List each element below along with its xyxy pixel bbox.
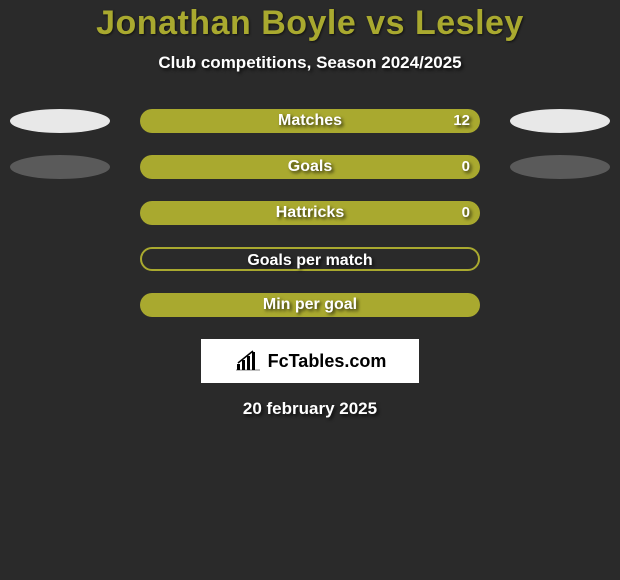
stat-bar: Goals 0 xyxy=(140,155,480,179)
right-avatar-placeholder xyxy=(510,155,610,179)
stat-label: Hattricks xyxy=(140,201,480,225)
snapshot-date: 20 february 2025 xyxy=(0,399,620,419)
page-title: Jonathan Boyle vs Lesley xyxy=(0,4,620,43)
source-logo-box: FcTables.com xyxy=(201,339,419,383)
stat-row-min-per-goal: Min per goal xyxy=(0,293,620,317)
stat-row-hattricks: Hattricks 0 xyxy=(0,201,620,225)
page-subtitle: Club competitions, Season 2024/2025 xyxy=(0,53,620,73)
bar-chart-icon xyxy=(234,350,262,372)
right-avatar-placeholder xyxy=(510,109,610,133)
stat-bar: Min per goal xyxy=(140,293,480,317)
stat-row-goals-per-match: Goals per match xyxy=(0,247,620,271)
comparison-infographic: Jonathan Boyle vs Lesley Club competitio… xyxy=(0,0,620,580)
stat-rows: Matches 12 Goals 0 Hattricks 0 Goals per… xyxy=(0,109,620,317)
stat-bar: Matches 12 xyxy=(140,109,480,133)
stat-bar: Goals per match xyxy=(140,247,480,271)
source-logo-text: FcTables.com xyxy=(268,351,387,372)
stat-row-goals: Goals 0 xyxy=(0,155,620,179)
stat-value-right: 0 xyxy=(462,201,470,225)
stat-value-right: 0 xyxy=(462,155,470,179)
stat-label: Matches xyxy=(140,109,480,133)
stat-label: Min per goal xyxy=(140,293,480,317)
stat-row-matches: Matches 12 xyxy=(0,109,620,133)
stat-bar: Hattricks 0 xyxy=(140,201,480,225)
stat-label: Goals xyxy=(140,155,480,179)
left-avatar-placeholder xyxy=(10,109,110,133)
left-avatar-placeholder xyxy=(10,155,110,179)
stat-value-right: 12 xyxy=(453,109,470,133)
stat-label: Goals per match xyxy=(142,249,478,273)
